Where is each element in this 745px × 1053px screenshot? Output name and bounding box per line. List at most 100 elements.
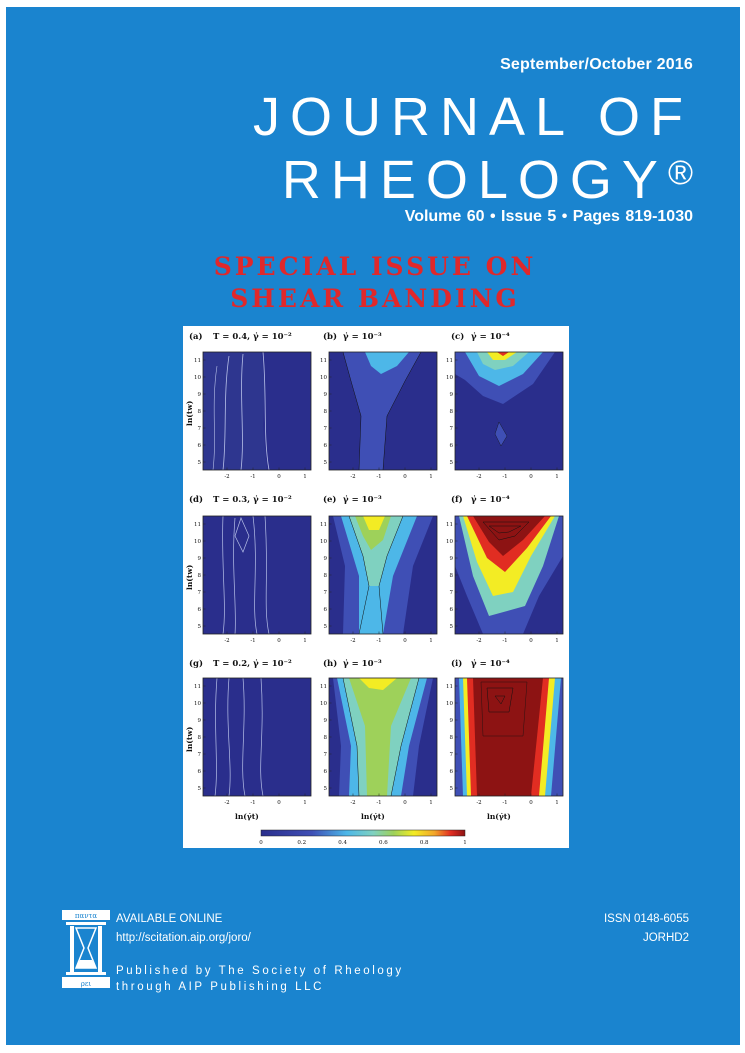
y-tick-label: 11: [446, 684, 453, 690]
x-axis-label-i: ln(γ̇t): [487, 812, 511, 821]
logo-top-text: παντα: [75, 912, 97, 920]
contour-plot-h: [329, 678, 437, 796]
x-tick-label: -1: [502, 638, 507, 644]
x-tick-label: 0: [403, 800, 407, 806]
contour-plot-e: [329, 516, 437, 634]
y-tick-label: 10: [194, 701, 201, 707]
y-axis-label-row1: ln(tw): [185, 401, 194, 426]
y-tick-label: 7: [198, 752, 202, 758]
y-tick-label: 6: [450, 443, 454, 449]
contour-plot-c: [455, 352, 563, 470]
publisher-line1: Published by The Society of Rheology: [116, 965, 404, 977]
x-tick-label: 1: [429, 800, 433, 806]
x-tick-label: -1: [502, 474, 507, 480]
x-tick-label: 0: [403, 474, 407, 480]
cover-figure: (a) T = 0.4, γ̇ = 10⁻² (b) γ̇ = 10⁻³ (c)…: [183, 326, 569, 848]
x-tick-label: -1: [376, 800, 381, 806]
y-tick-label: 10: [446, 375, 453, 381]
y-tick-label: 5: [450, 624, 454, 630]
y-tick-label: 5: [450, 786, 454, 792]
y-tick-label: 5: [324, 460, 328, 466]
y-tick-label: 6: [198, 443, 202, 449]
panel-label-i: (i): [451, 658, 462, 669]
panel-param-i: γ̇ = 10⁻⁴: [471, 658, 510, 669]
x-tick-label: -2: [224, 800, 229, 806]
contour-plot-a: [203, 352, 311, 470]
y-tick-label: 5: [198, 460, 202, 466]
y-axis-label-row3: ln(tw): [185, 727, 194, 752]
society-logo-icon: παντα ρει: [62, 910, 110, 988]
colorbar-tick-label: 0: [259, 840, 263, 846]
y-tick-label: 9: [198, 556, 202, 562]
x-tick-label: 1: [429, 638, 433, 644]
y-tick-label: 7: [198, 426, 202, 432]
x-tick-label: 1: [429, 474, 433, 480]
y-tick-label: 8: [324, 409, 328, 415]
panel-label-h: (h): [323, 658, 337, 669]
available-online: AVAILABLE ONLINE: [116, 913, 223, 925]
y-tick-label: 9: [324, 718, 328, 724]
y-tick-label: 11: [194, 522, 201, 528]
special-issue-line1: SPECIAL ISSUE ON: [213, 252, 537, 281]
volume-info: Volume 60 • Issue 5 • Pages 819-1030: [404, 208, 693, 225]
y-tick-label: 7: [450, 590, 454, 596]
y-tick-label: 9: [450, 392, 454, 398]
y-tick-label: 9: [324, 392, 328, 398]
x-tick-label: 0: [529, 638, 533, 644]
x-tick-label: -2: [350, 638, 355, 644]
y-tick-label: 6: [450, 769, 454, 775]
y-tick-label: 10: [194, 539, 201, 545]
y-tick-label: 9: [324, 556, 328, 562]
contour-plot-f: [455, 516, 563, 634]
y-tick-label: 6: [324, 769, 328, 775]
panel-param-a: T = 0.4, γ̇ = 10⁻²: [213, 331, 292, 342]
y-tick-label: 6: [324, 443, 328, 449]
panel-label-e: (e): [323, 494, 336, 505]
journal-title-line1: JOURNAL OF: [252, 87, 693, 147]
contour-figure-svg: (a) T = 0.4, γ̇ = 10⁻² (b) γ̇ = 10⁻³ (c)…: [185, 331, 564, 846]
x-tick-label: 1: [555, 800, 559, 806]
x-tick-label: 0: [277, 474, 281, 480]
y-tick-label: 7: [450, 426, 454, 432]
y-tick-label: 7: [324, 590, 328, 596]
x-tick-label: 0: [277, 800, 281, 806]
y-tick-label: 8: [450, 573, 454, 579]
journal-title-word: RHEOLOGY: [281, 150, 668, 210]
contour-plot-g: [203, 678, 311, 796]
journal-url-link[interactable]: http://scitation.aip.org/joro/: [116, 932, 251, 944]
colorbar-tick-label: 1: [463, 840, 467, 846]
colorbar: [260, 829, 466, 837]
x-tick-label: -1: [250, 800, 255, 806]
y-tick-label: 8: [450, 409, 454, 415]
x-tick-label: -1: [250, 638, 255, 644]
x-tick-label: -2: [224, 474, 229, 480]
issue-date: September/October 2016: [500, 56, 693, 73]
publisher-line2: through AIP Publishing LLC: [116, 981, 325, 993]
y-tick-label: 8: [198, 409, 202, 415]
y-tick-label: 5: [198, 624, 202, 630]
y-tick-label: 5: [198, 786, 202, 792]
y-tick-label: 11: [446, 358, 453, 364]
panel-param-b: γ̇ = 10⁻³: [343, 331, 382, 342]
x-tick-label: -1: [376, 474, 381, 480]
panel-param-d: T = 0.3, γ̇ = 10⁻²: [213, 494, 292, 505]
x-tick-label: 0: [277, 638, 281, 644]
journal-title-line2: RHEOLOGY®: [282, 146, 693, 207]
contour-plot-b: [329, 352, 437, 470]
x-tick-label: 1: [555, 638, 559, 644]
y-tick-label: 6: [198, 769, 202, 775]
y-tick-label: 10: [320, 701, 327, 707]
x-tick-label: 1: [303, 474, 307, 480]
special-issue-line2: SHEAR BANDING: [230, 284, 520, 313]
x-tick-label: 1: [303, 800, 307, 806]
x-tick-label: -2: [350, 474, 355, 480]
colorbar-tick-label: 0.6: [379, 840, 388, 846]
y-tick-label: 10: [320, 375, 327, 381]
y-tick-label: 8: [324, 735, 328, 741]
x-tick-label: 0: [529, 800, 533, 806]
colorbar-tick-label: 0.4: [338, 840, 347, 846]
x-tick-label: -2: [476, 638, 481, 644]
panel-param-g: T = 0.2, γ̇ = 10⁻²: [213, 658, 292, 669]
y-tick-label: 10: [320, 539, 327, 545]
